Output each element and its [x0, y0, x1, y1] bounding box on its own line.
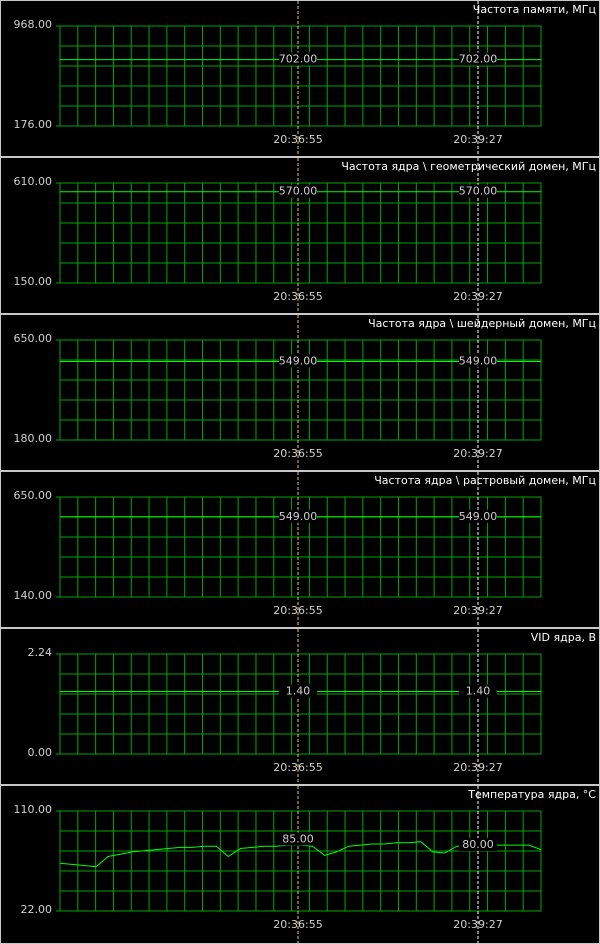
cursor-value-bg — [279, 184, 317, 198]
cursor-value: 549.00 — [279, 354, 318, 367]
panel-title: Температура ядра, °C — [467, 788, 596, 801]
cursor-value-bg — [279, 52, 317, 66]
y-tick-label: 150.00 — [14, 275, 53, 288]
y-tick-label: 22.00 — [21, 903, 53, 916]
cursor-value-bg — [279, 354, 317, 368]
cursor-time: 20:39:27 — [453, 918, 502, 931]
cursor-value: 570.00 — [279, 185, 318, 198]
cursor-value: 549.00 — [459, 354, 498, 367]
cursor-value-bg — [459, 354, 497, 368]
cursor-value-bg — [459, 509, 497, 523]
cursor-time: 20:36:55 — [273, 918, 322, 931]
y-tick-label: 110.00 — [14, 803, 53, 816]
cursor-value: 702.00 — [279, 53, 318, 66]
panel-title: Частота ядра \ геометрический домен, МГц — [341, 160, 596, 173]
y-tick-label: 2.24 — [28, 646, 53, 659]
y-tick-label: 968.00 — [14, 18, 53, 31]
cursor-time: 20:39:27 — [453, 447, 502, 460]
cursor-value: 549.00 — [279, 510, 318, 523]
cursor-time: 20:39:27 — [453, 604, 502, 617]
cursor-time: 20:36:55 — [273, 133, 322, 146]
panel-title: VID ядра, В — [531, 631, 596, 644]
panel-title: Частота ядра \ шейдерный домен, МГц — [368, 317, 596, 330]
cursor-value-bg — [279, 684, 317, 698]
y-tick-label: 650.00 — [14, 332, 53, 345]
cursor-value: 80.00 — [462, 838, 494, 851]
cursor-time: 20:36:55 — [273, 290, 322, 303]
cursor-value-bg — [459, 838, 497, 852]
cursor-value: 85.00 — [282, 832, 314, 845]
cursor-value: 570.00 — [459, 185, 498, 198]
cursor-time: 20:39:27 — [453, 133, 502, 146]
cursor-time: 20:39:27 — [453, 290, 502, 303]
cursor-time: 20:36:55 — [273, 761, 322, 774]
y-tick-label: 650.00 — [14, 489, 53, 502]
cursor-value: 702.00 — [459, 53, 498, 66]
cursor-value-bg — [459, 684, 497, 698]
y-tick-label: 176.00 — [14, 118, 53, 131]
cursor-value: 549.00 — [459, 510, 498, 523]
panel-title: Частота памяти, МГц — [473, 3, 596, 16]
cursor-value: 1.40 — [286, 685, 311, 698]
y-tick-label: 180.00 — [14, 432, 53, 445]
panel-title: Частота ядра \ растровый домен, МГц — [374, 474, 596, 487]
y-tick-label: 140.00 — [14, 589, 53, 602]
cursor-value-bg — [459, 184, 497, 198]
y-tick-label: 610.00 — [14, 175, 53, 188]
cursor-time: 20:39:27 — [453, 761, 502, 774]
cursor-value-bg — [279, 832, 317, 846]
cursor-value-bg — [279, 509, 317, 523]
cursor-time: 20:36:55 — [273, 447, 322, 460]
y-tick-label: 0.00 — [28, 746, 53, 759]
cursor-time: 20:36:55 — [273, 604, 322, 617]
panel — [0, 785, 600, 944]
cursor-value-bg — [459, 52, 497, 66]
cursor-value: 1.40 — [466, 685, 491, 698]
